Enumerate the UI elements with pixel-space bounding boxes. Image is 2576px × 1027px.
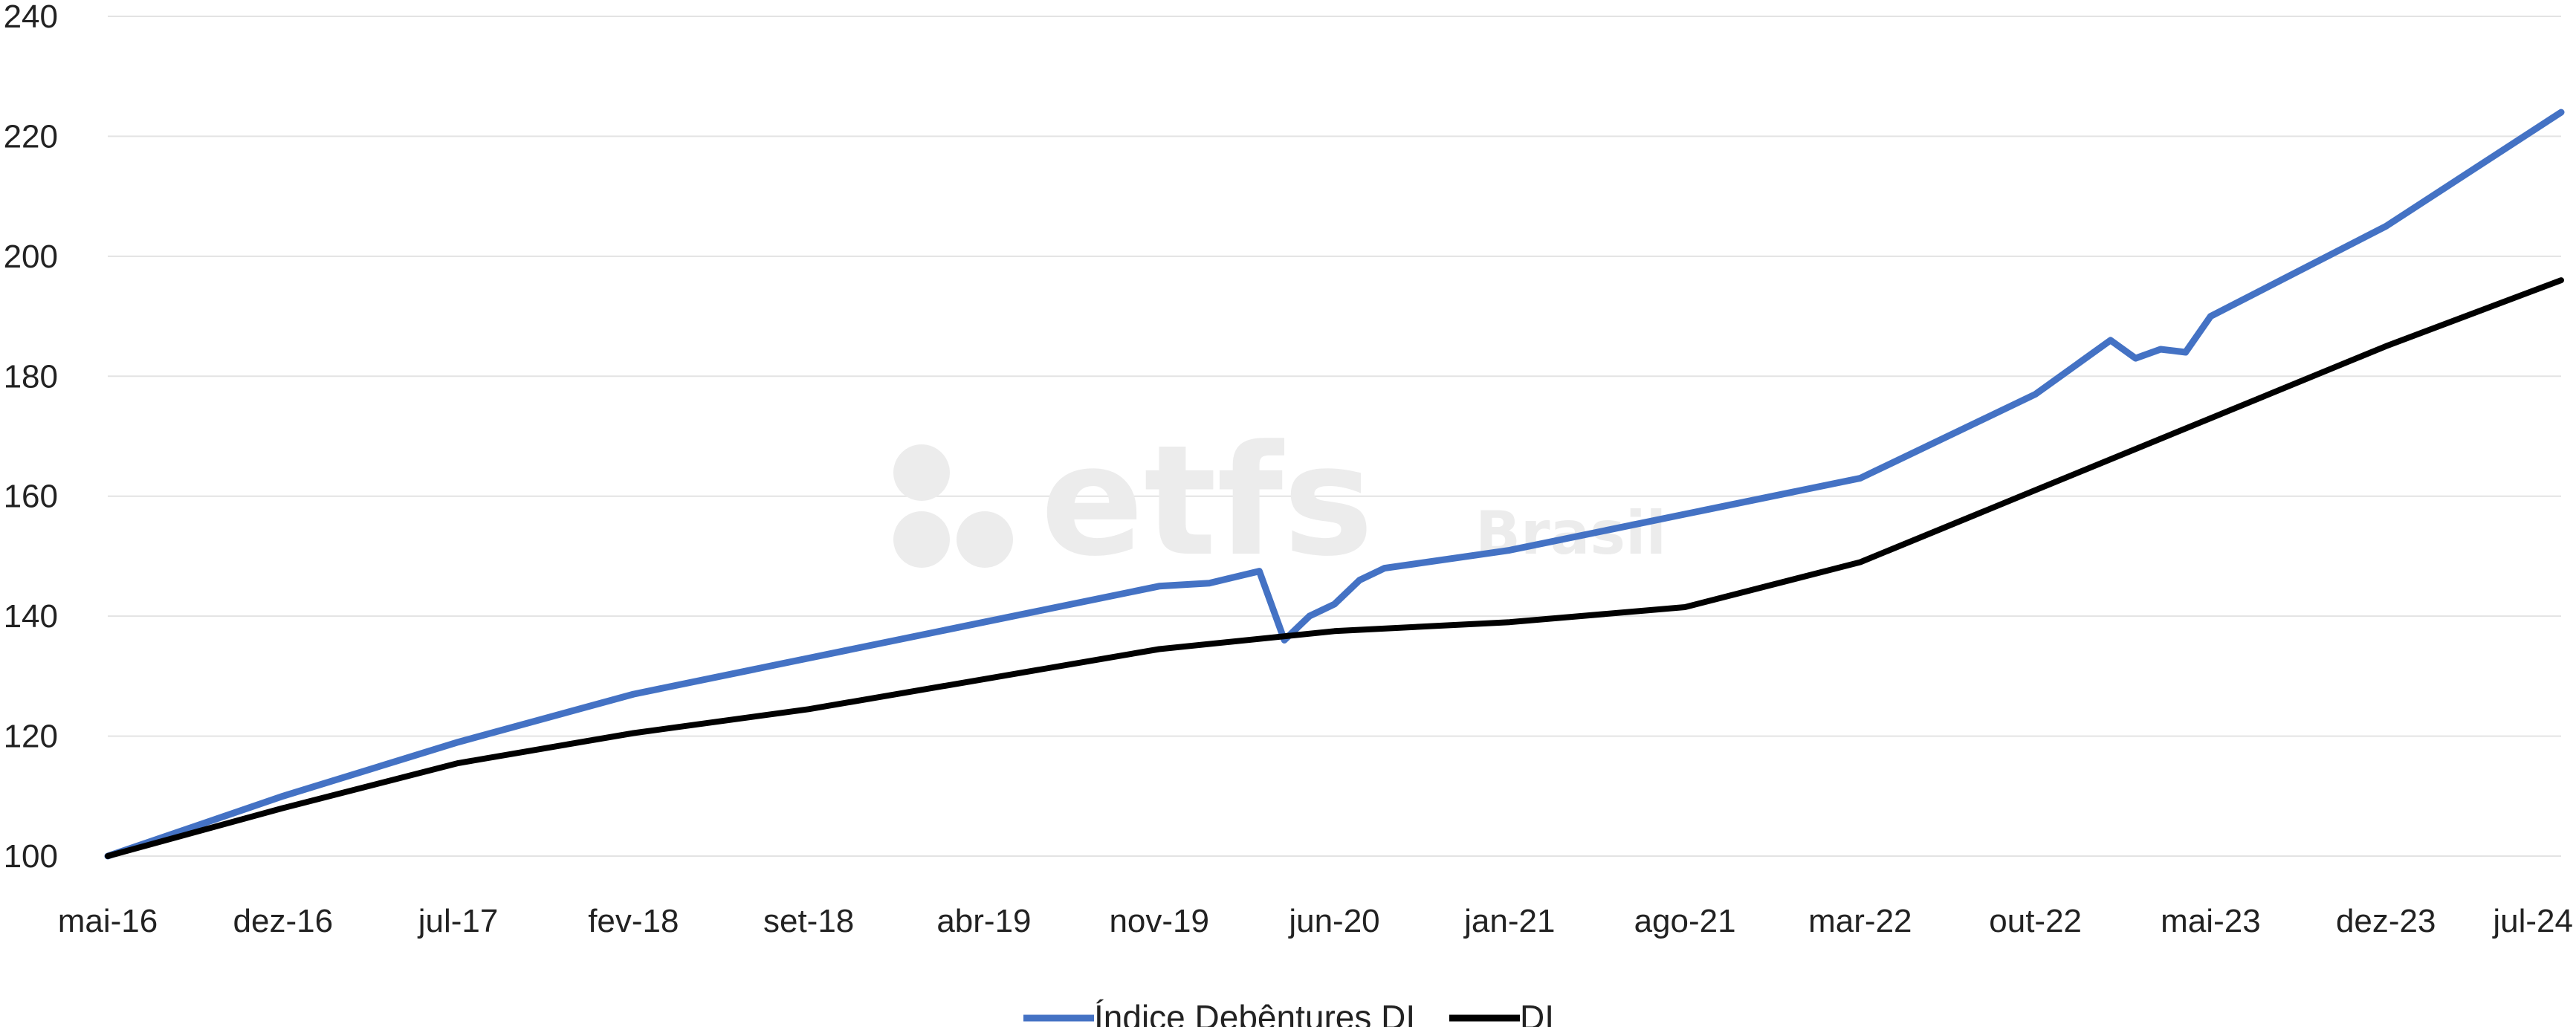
y-tick-label: 120 [4, 719, 58, 755]
watermark-dot-icon [957, 511, 1013, 568]
x-tick-label: mai-23 [2161, 903, 2261, 939]
legend: Índice Debêntures DI DI [1023, 998, 1554, 1027]
x-tick-label: abr-19 [936, 903, 1031, 939]
x-tick-label: set-18 [763, 903, 854, 939]
y-tick-label: 220 [4, 118, 58, 155]
y-axis-tick-labels: 100 120 140 160 180 200 220 240 [4, 0, 58, 875]
x-tick-label: jul-24 [2491, 903, 2573, 939]
x-tick-label: dez-23 [2336, 903, 2436, 939]
x-axis-tick-labels: mai-16 dez-16 jul-17 fev-18 set-18 abr-19 nov-… [58, 903, 2573, 939]
x-tick-label: ago-21 [1634, 903, 1736, 939]
grid-lines [108, 16, 2561, 857]
x-tick-label: out-22 [1989, 903, 2082, 939]
y-tick-label: 100 [4, 838, 58, 875]
x-tick-label: nov-19 [1109, 903, 1209, 939]
x-tick-label: jan-21 [1463, 903, 1555, 939]
x-tick-label: fev-18 [588, 903, 679, 939]
y-tick-label: 200 [4, 239, 58, 275]
y-tick-label: 180 [4, 358, 58, 395]
x-tick-label: mai-16 [58, 903, 158, 939]
watermark-sub-text: Brasil [1475, 499, 1666, 568]
y-tick-label: 240 [4, 0, 58, 35]
y-tick-label: 140 [4, 598, 58, 635]
series-line [105, 277, 2564, 859]
series-line [104, 108, 2565, 860]
watermark-main-text: etfs [1041, 413, 1373, 590]
watermark-dot-icon [893, 444, 950, 501]
y-tick-label: 160 [4, 479, 58, 515]
x-tick-label: dez-16 [233, 903, 334, 939]
legend-label: Índice Debêntures DI [1094, 998, 1415, 1027]
etfs-brasil-watermark: etfs Brasil [893, 413, 1666, 590]
watermark-dot-icon [893, 511, 950, 568]
x-tick-label: jun-20 [1287, 903, 1379, 939]
series-lines [104, 108, 2565, 860]
legend-label: DI [1520, 998, 1554, 1027]
x-tick-label: mar-22 [1808, 903, 1912, 939]
x-tick-label: jul-17 [417, 903, 499, 939]
